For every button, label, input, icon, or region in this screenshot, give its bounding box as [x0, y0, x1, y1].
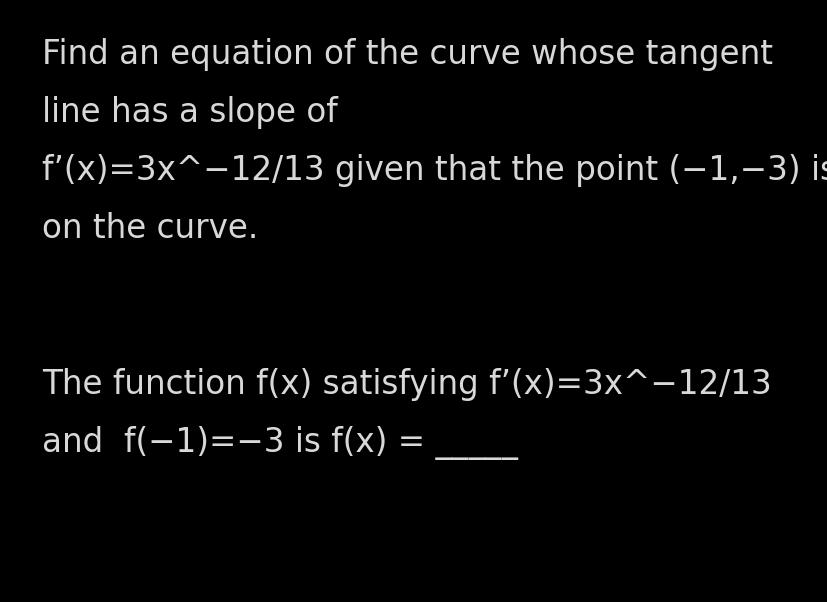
Text: line has a slope of: line has a slope of [42, 96, 337, 129]
Text: and  f(−1)=−3 is f(x) = _____: and f(−1)=−3 is f(x) = _____ [42, 426, 518, 460]
Text: f’(x)=3x^−12/13 given that the point (−1,−3) is: f’(x)=3x^−12/13 given that the point (−1… [42, 154, 827, 187]
Text: on the curve.: on the curve. [42, 212, 258, 245]
Text: Find an equation of the curve whose tangent: Find an equation of the curve whose tang… [42, 38, 772, 71]
Text: The function f(x) satisfying f’(x)=3x^−12/13: The function f(x) satisfying f’(x)=3x^−1… [42, 368, 771, 401]
